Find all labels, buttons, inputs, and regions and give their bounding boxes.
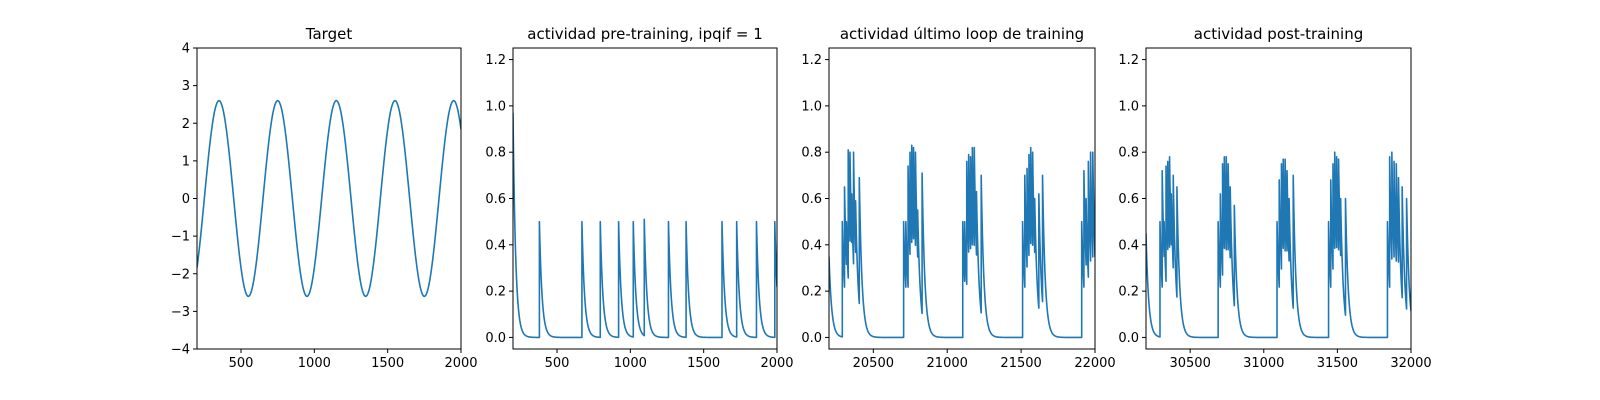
y-tick-label: 0.8 <box>1118 146 1139 161</box>
y-tick-label: 3 <box>182 79 190 94</box>
x-tick-label: 32000 <box>1390 356 1431 371</box>
x-tick-label: 20500 <box>853 356 894 371</box>
y-tick-label: 0.6 <box>1118 192 1139 207</box>
y-tick-label: 1.2 <box>485 53 506 68</box>
panel-4: 30500 31000 31500 32000 0.0 0.2 0.4 0.6 0.8 1.0 1.… <box>1118 25 1431 371</box>
series-line <box>197 99 461 298</box>
y-tick-label: 0.4 <box>1118 238 1139 253</box>
y-tick-label: −2 <box>171 267 190 282</box>
chart-title: actividad pre-training, ipqif = 1 <box>527 25 763 43</box>
y-tick-label: −3 <box>171 305 190 320</box>
x-tick-label: 22000 <box>1074 356 1115 371</box>
x-tick-label: 1500 <box>371 356 404 371</box>
y-tick-label: 0.6 <box>801 192 822 207</box>
y-tick-label: 0.2 <box>801 285 822 300</box>
y-tick-label: 0.8 <box>801 146 822 161</box>
series-line <box>513 112 777 339</box>
y-tick-label: 4 <box>182 42 190 57</box>
y-tick-label: 0.4 <box>485 238 506 253</box>
y-tick-label: 1.2 <box>1118 53 1139 68</box>
chart-title: Target <box>305 25 353 43</box>
x-tick-label: 21000 <box>927 356 968 371</box>
y-tick-label: 1.2 <box>801 53 822 68</box>
y-tick-label: 0.2 <box>485 285 506 300</box>
x-tick-label: 1000 <box>298 356 331 371</box>
x-tick-label: 21500 <box>1000 356 1041 371</box>
y-tick-label: −4 <box>171 343 190 358</box>
y-tick-label: 2 <box>182 117 190 132</box>
panel-1: 500 1000 1500 2000 −4 −3 −2 −1 0 1 2 3 4 Target <box>171 25 478 371</box>
series-line <box>829 144 1095 339</box>
series-line <box>1146 151 1411 339</box>
y-tick-label: 1 <box>182 154 190 169</box>
y-tick-label: −1 <box>171 230 190 245</box>
x-tick-label: 30500 <box>1169 356 1210 371</box>
y-tick-label: 0.2 <box>1118 285 1139 300</box>
x-tick-label: 1500 <box>687 356 720 371</box>
y-tick-label: 1.0 <box>485 99 506 114</box>
panel-2: 500 1000 1500 2000 0.0 0.2 0.4 0.6 0.8 1.0 1.2 acti… <box>485 25 793 371</box>
x-tick-label: 2000 <box>760 356 793 371</box>
x-tick-label: 2000 <box>444 356 477 371</box>
x-tick-label: 500 <box>545 356 570 371</box>
x-tick-label: 31500 <box>1317 356 1358 371</box>
y-tick-label: 0.0 <box>485 331 506 346</box>
y-tick-label: 1.0 <box>801 99 822 114</box>
y-tick-label: 1.0 <box>1118 99 1139 114</box>
y-tick-label: 0 <box>182 192 190 207</box>
y-tick-label: 0.4 <box>801 238 822 253</box>
y-tick-label: 0.8 <box>485 146 506 161</box>
y-tick-label: 0.6 <box>485 192 506 207</box>
x-tick-label: 31000 <box>1243 356 1284 371</box>
chart-title: actividad último loop de training <box>840 25 1084 43</box>
chart-title: actividad post-training <box>1194 25 1363 43</box>
x-tick-label: 500 <box>229 356 254 371</box>
y-tick-label: 0.0 <box>1118 331 1139 346</box>
y-tick-label: 0.0 <box>801 331 822 346</box>
x-tick-label: 1000 <box>614 356 647 371</box>
panel-3: 20500 21000 21500 22000 0.0 0.2 0.4 0.6 0.8 1.0 1.… <box>801 25 1115 371</box>
